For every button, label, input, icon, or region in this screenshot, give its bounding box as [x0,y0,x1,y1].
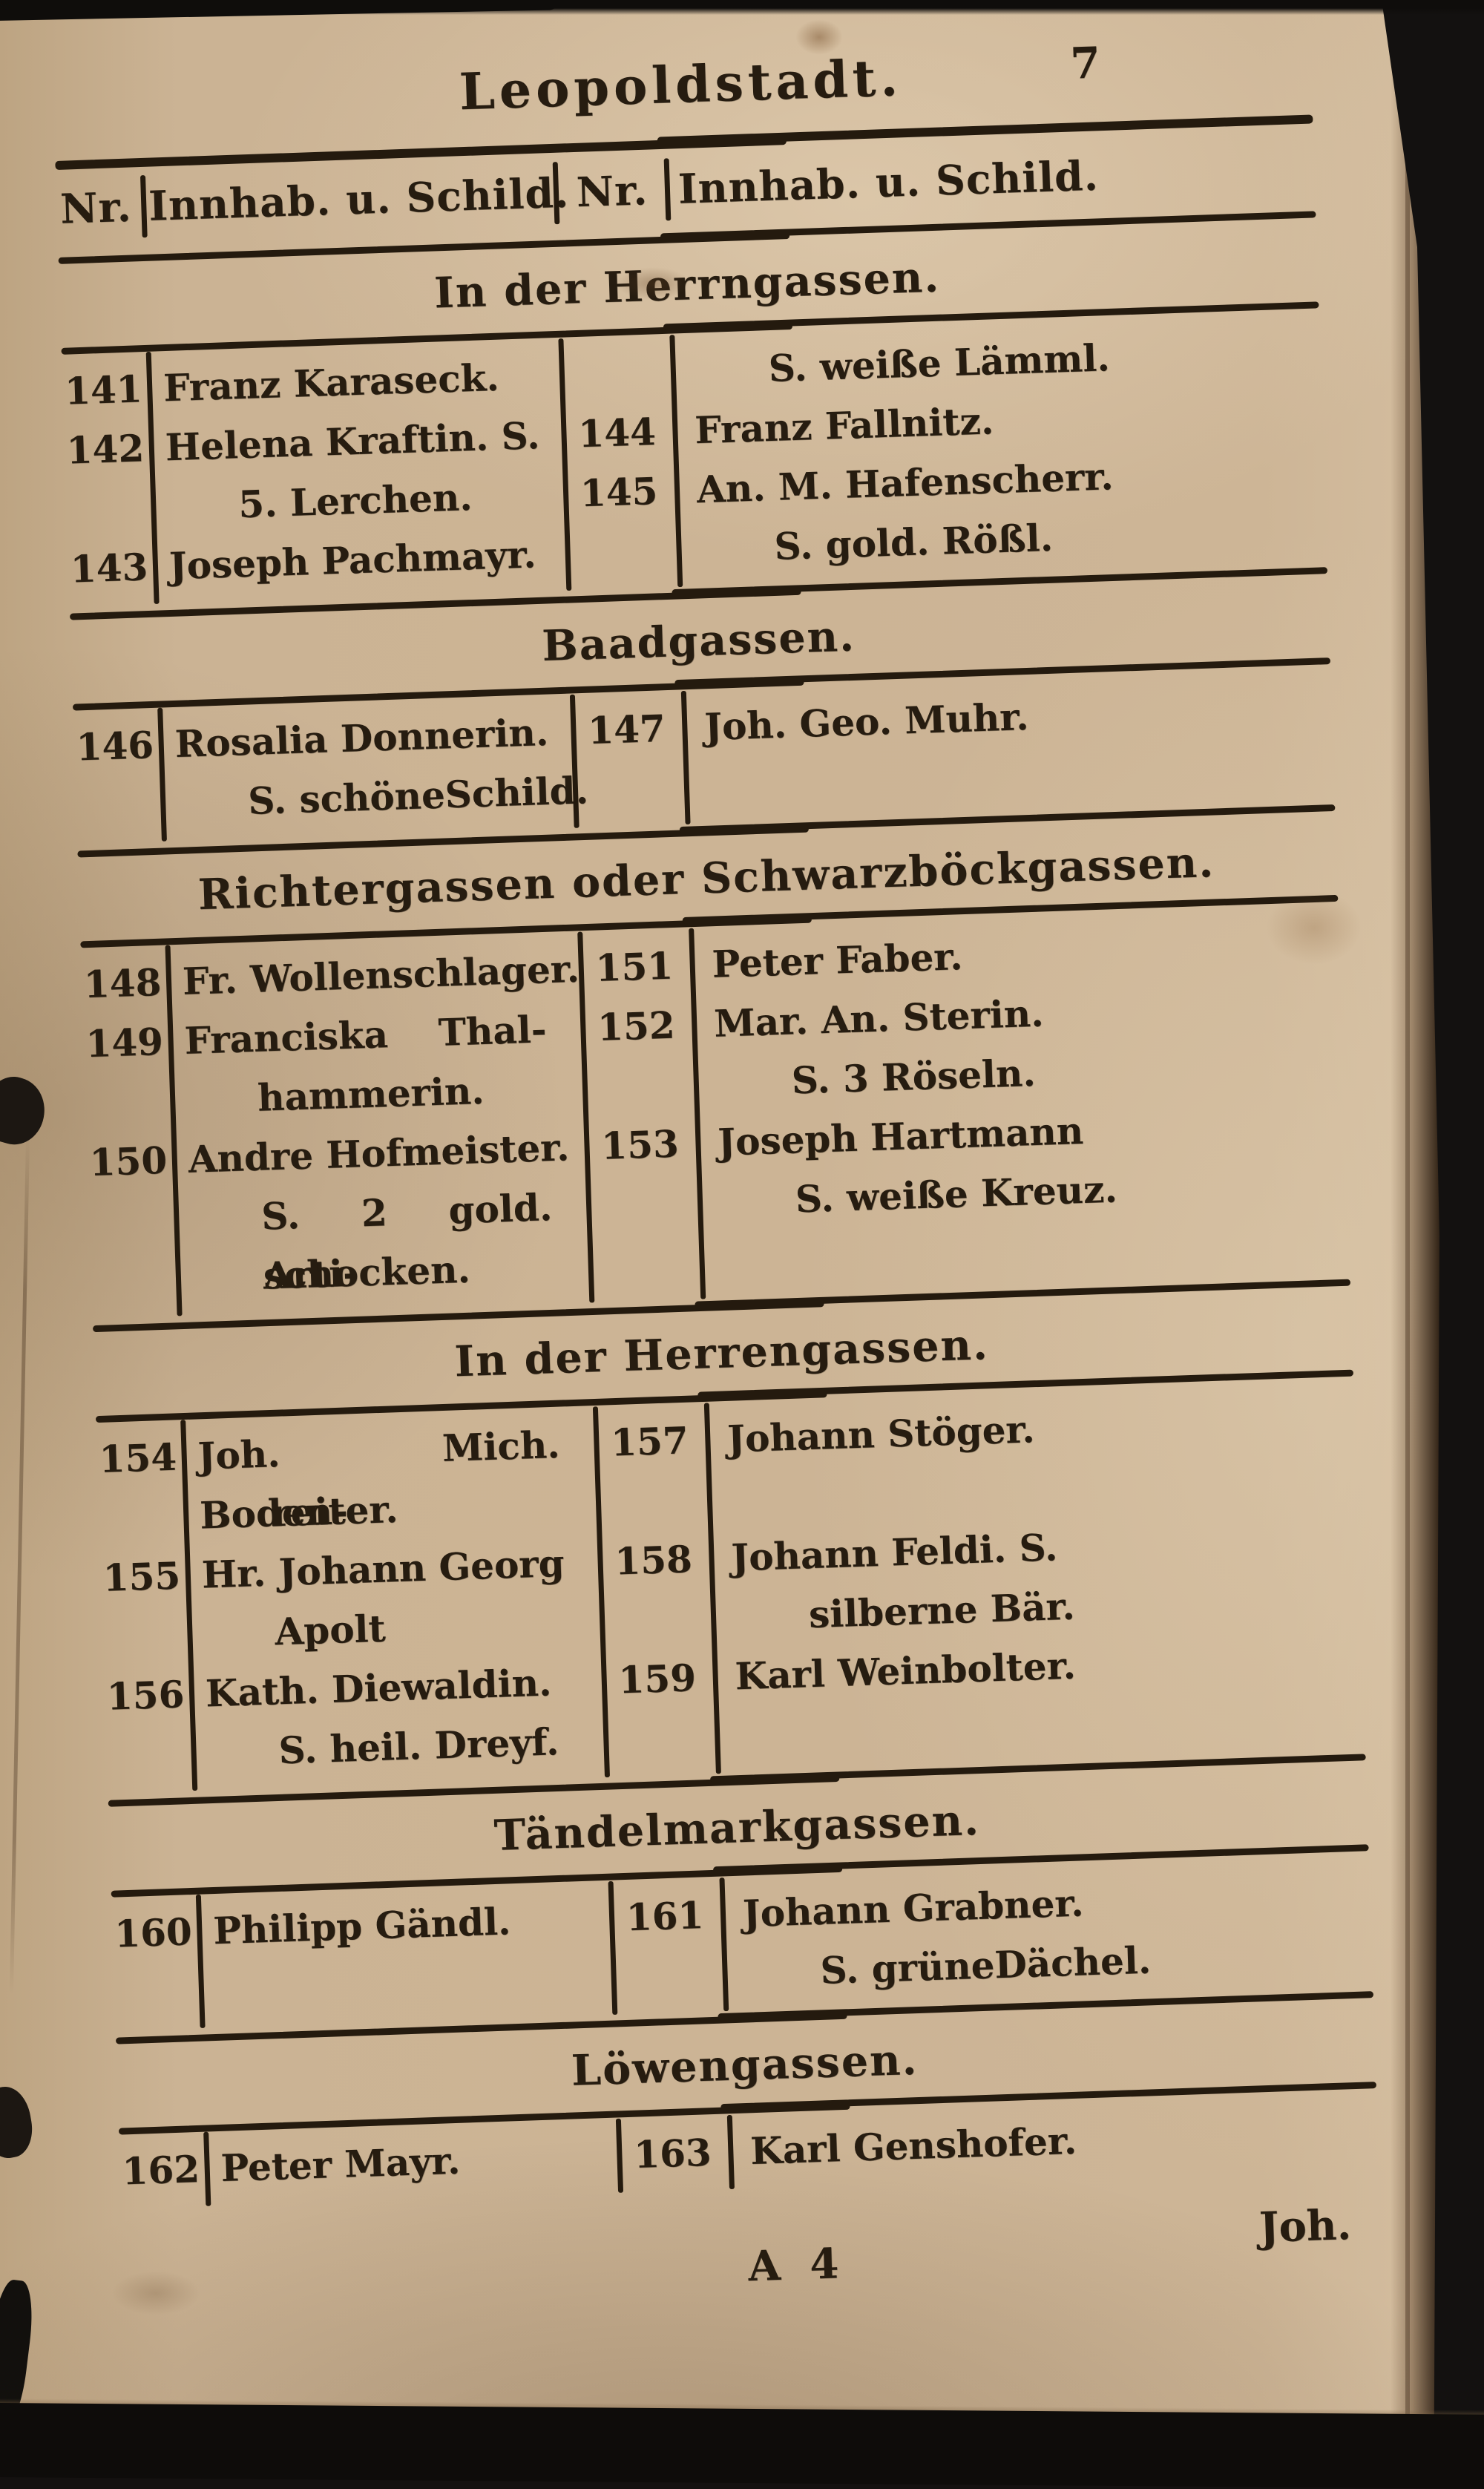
entry-number: 153 [600,1121,680,1168]
entry-number: 142 [65,426,145,473]
paper-stain [616,267,690,300]
entry-number: 145 [579,468,659,516]
entry-number: 163 [633,2130,712,2177]
entry-number [587,1233,700,1296]
paper-stain [111,2271,200,2315]
entry-text: Joseph Pachmayr. [168,532,537,588]
entry-number: 158 [614,1537,693,1584]
entry-number: 156 [106,1672,186,1719]
entry-text: Peter Mayr. [220,2138,462,2191]
entry-number [99,1605,188,1667]
entry-text: Karl Genshofer. [749,2118,1077,2174]
entry-number [564,520,677,583]
entry-number [72,775,162,837]
entry-text: S. schöneSchild. [247,768,589,824]
entry-number [603,1707,716,1770]
entry-number [95,1486,185,1549]
entry-number: 144 [577,410,657,456]
entry-number: 159 [617,1656,697,1702]
printed-content: Leopoldstadt. 7 Nr. Innhab. u. Schild. N… [49,23,1383,2329]
entry-number [585,1173,699,1236]
header-nr-right: Nr. [575,165,649,217]
entry-number [88,1250,177,1312]
entry-number: 161 [625,1892,705,1940]
header-label-right: Innhab. u. Schild. [677,151,1100,213]
column-divider-line [139,175,148,238]
page-footer: A 4 Joh. [119,2200,1383,2329]
street-sections: In der Herrngassen. 141 Franz Karaseck. S. … [56,237,1379,2206]
entry-number: 157 [610,1418,689,1465]
entry-text [198,1948,612,2021]
catchword: Joh. [1258,2200,1353,2253]
entry-number [599,1588,712,1651]
entry-number: 149 [85,1019,164,1066]
entry-number [595,1470,709,1533]
signature-mark: A 4 [747,2239,847,2292]
entry-number: 162 [121,2147,200,2194]
entry-text: schocken. [262,1247,471,1298]
entry-number: 154 [98,1434,177,1481]
scan-background-top [0,0,1484,15]
entry-number: 143 [69,545,149,591]
scan-background-bottom [0,2403,1484,2489]
entry-number [610,1944,723,2007]
entry-number: 150 [88,1138,168,1185]
entry-text: S. heil. Dreyf. [278,1719,560,1773]
header-nr-left: Nr. [59,182,133,233]
ink-blot-left-edge [0,2082,37,2162]
section-entries: 154 Joh. Mich. Boden- 157 Johann Stöger. rei… [93,1389,1366,1791]
entry-number [582,1055,695,1118]
entry-number [62,478,152,540]
page-number: 7 [1069,37,1101,89]
entry-number: 160 [114,1909,193,1956]
entry-number: 152 [597,1003,676,1049]
entry-number: 141 [64,367,143,413]
paper-stain [1266,891,1362,965]
entry-number [559,342,672,405]
entry-number [111,1961,200,2024]
entry-number: 148 [83,960,162,1007]
entry-number [82,1072,171,1134]
entry-number: 155 [102,1553,182,1600]
entry-number: 147 [587,706,666,753]
paper-crease [9,1134,30,1995]
section-entries: 148 Fr. Wollenschlager. 151 Peter Faber. 149… [78,915,1350,1316]
paper-stain [795,19,843,55]
entry-number [102,1724,192,1786]
ink-blot-left-edge [0,1070,53,1152]
section-entries: 141 Franz Karaseck. S. weiße Lämml. 142 Hele… [59,321,1327,604]
entry-number [572,758,686,821]
entry-number: 146 [75,723,154,770]
header-label-left: Innhab. u. Schild. [148,168,571,230]
entry-number: 151 [594,943,674,990]
entry-number [85,1190,175,1253]
column-divider-line [663,158,672,221]
page-edge-line [1405,0,1410,2471]
